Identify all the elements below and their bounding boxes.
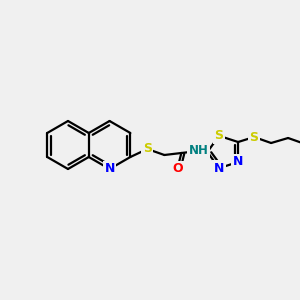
Text: O: O: [172, 163, 183, 176]
Text: S: S: [214, 129, 224, 142]
Text: S: S: [143, 142, 152, 155]
Text: N: N: [233, 155, 243, 169]
Text: S: S: [250, 130, 259, 143]
Text: NH: NH: [188, 145, 208, 158]
Text: N: N: [214, 162, 224, 175]
Text: N: N: [104, 163, 115, 176]
